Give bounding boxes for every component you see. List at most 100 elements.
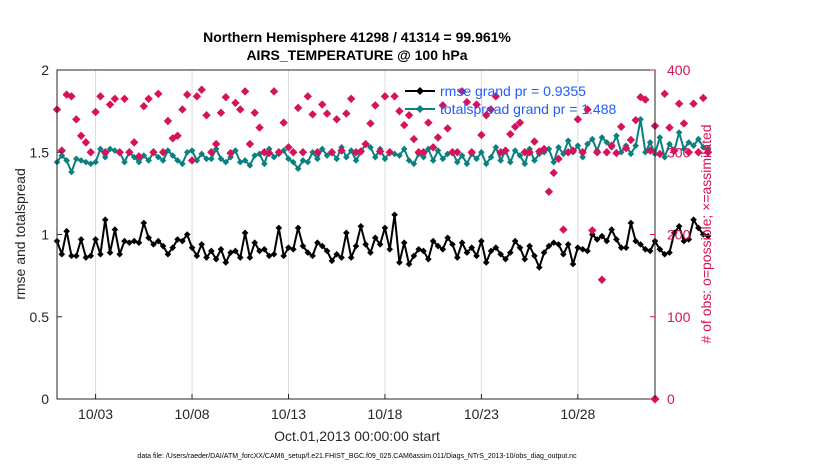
obs-count-point: [289, 148, 298, 157]
obs-count-point: [404, 111, 414, 120]
spread-point: [314, 155, 321, 163]
obs-count-point: [400, 120, 409, 130]
rmse-point: [77, 236, 85, 243]
rmse-point: [159, 242, 167, 250]
spread-point: [87, 160, 95, 168]
rmse-point: [150, 241, 157, 248]
spread-point: [434, 147, 442, 154]
obs-count-point: [385, 148, 394, 157]
spread-point: [140, 152, 148, 159]
rmse-point: [222, 259, 230, 266]
x-tick-label: 10/13: [271, 406, 306, 422]
y-tick-label-left: 1.5: [30, 144, 50, 160]
rmse-point: [304, 249, 312, 256]
spread-point: [304, 158, 312, 166]
rmse-point: [72, 252, 80, 260]
obs-count-point: [322, 109, 332, 118]
obs-count-point: [467, 148, 476, 157]
obs-count-point: [284, 143, 293, 152]
rmse-point: [212, 255, 220, 263]
rmse-point: [526, 242, 533, 250]
obs-count-point: [409, 134, 419, 144]
spread-point: [425, 145, 432, 153]
obs-count-point: [443, 124, 452, 133]
obs-count-point: [438, 101, 448, 110]
spread-point: [193, 157, 201, 164]
obs-count-point: [453, 148, 462, 157]
obs-count-point: [573, 115, 583, 124]
spread-point: [584, 140, 591, 148]
obs-count-point: [129, 138, 139, 147]
rmse-point: [425, 255, 432, 263]
rmse-point: [101, 216, 109, 223]
obs-count-point: [578, 148, 587, 157]
obs-count-point: [250, 108, 259, 117]
spread-point: [299, 157, 307, 164]
rmse-point: [564, 241, 572, 248]
rmse-point: [637, 241, 644, 248]
obs-count-point: [462, 97, 472, 107]
x-tick-label: 10/23: [464, 406, 499, 422]
rmse-point: [111, 226, 119, 233]
rmse-point: [183, 231, 191, 238]
rmse-point: [376, 241, 384, 248]
rmse-point: [468, 244, 476, 251]
obs-count-point: [539, 144, 549, 154]
rmse-point: [492, 244, 500, 251]
obs-count-point: [337, 146, 346, 155]
spread-point: [564, 137, 572, 145]
obs-count-point: [375, 147, 385, 156]
rmse-point: [169, 244, 177, 251]
legend-spread-marker: [416, 105, 424, 113]
rmse-point: [261, 246, 268, 253]
obs-count-point: [91, 107, 100, 117]
obs-count-point: [72, 115, 81, 124]
spread-point: [92, 158, 99, 166]
spread-point: [598, 134, 606, 141]
obs-count-point: [86, 148, 95, 157]
spread-point: [174, 157, 181, 164]
rmse-point: [661, 250, 668, 258]
rmse-point: [188, 244, 196, 251]
spread-point: [396, 152, 403, 159]
spread-point: [516, 152, 524, 159]
obs-count-point: [694, 148, 703, 157]
rmse-point: [323, 247, 331, 255]
spread-point: [589, 135, 596, 143]
obs-count-point: [351, 148, 361, 157]
spread-point: [675, 129, 683, 136]
obs-count-point: [699, 93, 708, 103]
spread-point: [627, 150, 635, 158]
spread-point: [261, 160, 268, 168]
rmse-point: [290, 246, 297, 253]
spread-point: [309, 148, 316, 156]
obs-count-point: [419, 148, 428, 157]
spread-point: [352, 157, 360, 164]
rmse-point: [203, 254, 210, 261]
x-tick-label: 10/08: [175, 406, 210, 422]
obs-count-point: [342, 109, 351, 118]
obs-count-point: [621, 143, 631, 153]
obs-count-point: [491, 92, 501, 101]
rmse-point: [275, 224, 283, 232]
chart-subtitle: AIRS_TEMPERATURE @ 100 hPa: [246, 47, 467, 63]
obs-count-point: [607, 141, 616, 150]
rmse-point: [405, 260, 413, 268]
rmse-point: [381, 224, 389, 232]
rmse-point: [82, 254, 90, 261]
obs-count-point: [559, 225, 568, 234]
rmse-point: [531, 252, 538, 260]
spread-point: [453, 158, 461, 166]
rmse-point: [410, 252, 418, 260]
y-tick-label-right: 400: [667, 62, 691, 78]
y-axis-label-left: rmse and totalspread: [12, 168, 28, 300]
legend-rmse-label: rmse grand pr = 0.9355: [440, 83, 586, 99]
spread-point: [111, 147, 119, 154]
rmse-point: [511, 237, 519, 245]
spread-point: [531, 157, 538, 164]
spread-point: [685, 139, 693, 146]
obs-count-point: [515, 118, 525, 127]
obs-count-point: [641, 95, 650, 104]
rmse-point: [58, 250, 66, 258]
spread-point: [632, 142, 640, 149]
